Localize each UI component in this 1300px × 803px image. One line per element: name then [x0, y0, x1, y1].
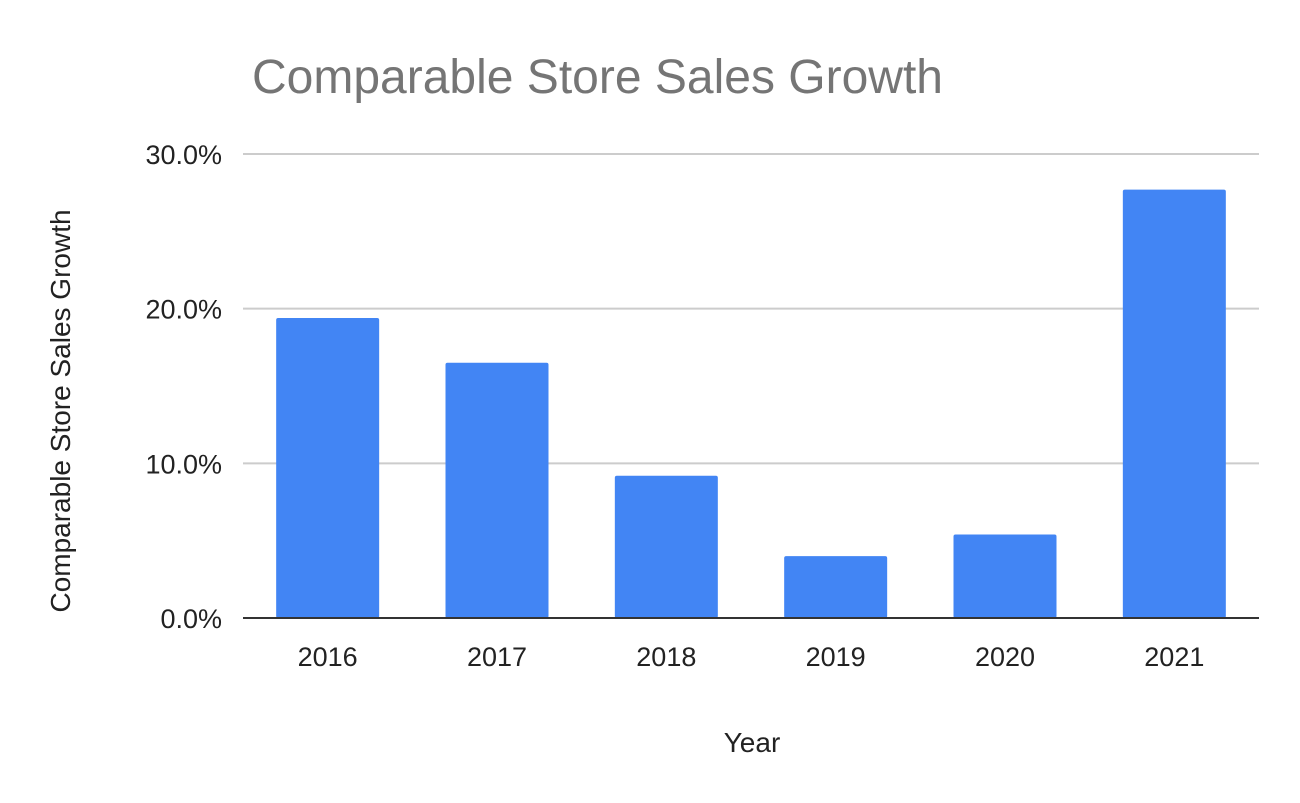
x-tick-label: 2019: [806, 642, 866, 672]
x-tick-label: 2016: [298, 642, 358, 672]
gridlines: [243, 153, 1259, 465]
bars: [276, 189, 1226, 618]
x-tick-label: 2017: [467, 642, 527, 672]
y-tick-label: 0.0%: [160, 604, 222, 634]
x-tick-label: 2020: [975, 642, 1035, 672]
y-axis-tick-labels: 0.0% 10.0% 20.0% 30.0%: [145, 140, 222, 634]
bar-2020: [953, 534, 1057, 618]
chart-title: Comparable Store Sales Growth: [252, 51, 943, 104]
bar-2017: [445, 362, 549, 618]
x-axis-label: Year: [724, 727, 781, 758]
y-axis-label: Comparable Store Sales Growth: [45, 209, 76, 612]
x-axis-tick-labels: 2016 2017 2018 2019 2020 2021: [298, 642, 1205, 672]
y-tick-label: 30.0%: [145, 140, 222, 170]
bar-2016: [276, 317, 380, 618]
bar-2019: [784, 556, 888, 618]
bar-2021: [1122, 189, 1226, 618]
bar-2018: [614, 475, 718, 618]
x-tick-label: 2021: [1144, 642, 1204, 672]
x-tick-label: 2018: [636, 642, 696, 672]
y-tick-label: 10.0%: [145, 449, 222, 479]
y-tick-label: 20.0%: [145, 295, 222, 325]
